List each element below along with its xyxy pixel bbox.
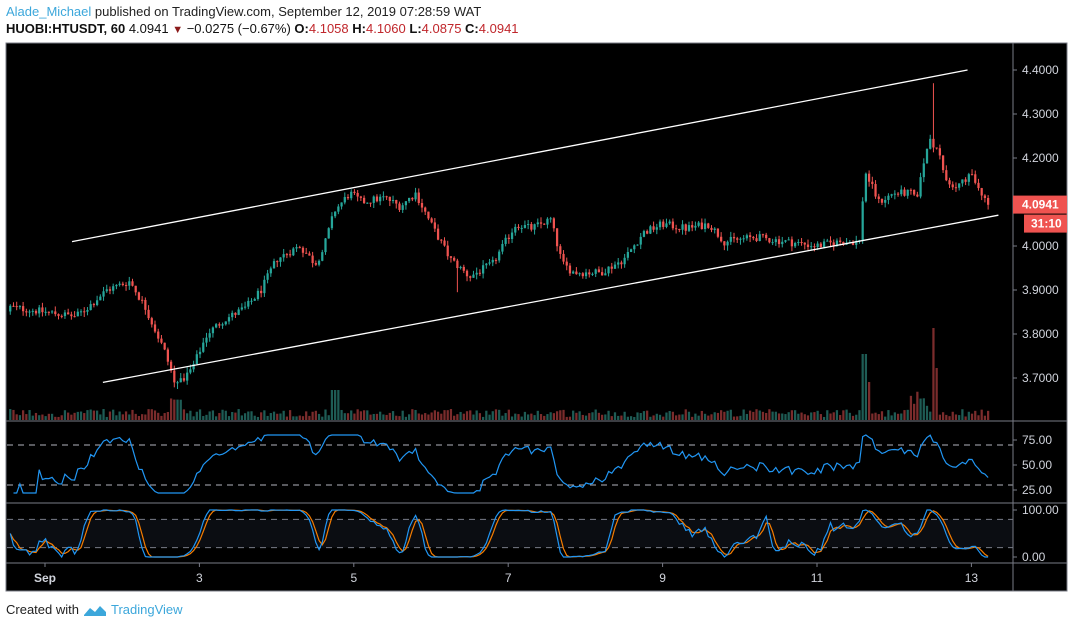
rsi-tick-label: 25.00: [1022, 483, 1052, 497]
high-value: 4.1060: [365, 21, 406, 36]
stochastic-pane: [7, 509, 1013, 559]
indicator-axes: 75.00 50.00 25.00 100.00 0.00: [1013, 433, 1059, 564]
time-axis[interactable]: Sep 3 5 7 9 11 13: [34, 563, 978, 585]
volume-bars: [9, 328, 990, 420]
open-value: 4.1058: [308, 21, 349, 36]
close-label: C:: [465, 21, 479, 36]
time-tick-label: Sep: [34, 571, 56, 585]
symbol-legend: HUOBI:HTUSDT, 60 4.0941 ▼ −0.0275 (−0.67…: [6, 21, 519, 36]
low-value: 4.0875: [421, 21, 462, 36]
time-tick-label: 11: [811, 571, 824, 585]
published-text: published on TradingView.com, September …: [91, 4, 482, 19]
time-tick-label: 7: [505, 571, 512, 585]
price-tick-label: 3.9000: [1022, 283, 1059, 297]
price-tick-label: 4.4000: [1022, 63, 1059, 77]
price-tick-label: 4.3000: [1022, 107, 1059, 121]
symbol-label: HUOBI:HTUSDT, 60: [6, 21, 126, 36]
price-tick-label: 3.7000: [1022, 371, 1059, 385]
price-tick-label: 3.8000: [1022, 327, 1059, 341]
price-axis[interactable]: 4.4000 4.3000 4.2000 4.0000 3.9000 3.8000 3.70…: [1013, 63, 1067, 385]
last-price: 4.0941: [128, 21, 169, 36]
last-price-badge-label: 4.0941: [1022, 198, 1059, 212]
lower-channel-line[interactable]: [102, 214, 999, 384]
price-tick-label: 4.0000: [1022, 239, 1059, 253]
stoch-tick-label: 0.00: [1022, 550, 1046, 564]
rsi-pane: [7, 434, 1013, 494]
time-tick-label: 3: [196, 571, 203, 585]
rsi-tick-label: 50.00: [1022, 458, 1052, 472]
rsi-tick-label: 75.00: [1022, 433, 1052, 447]
tradingview-cloud-icon: [83, 605, 106, 616]
price-tick-label: 4.2000: [1022, 151, 1059, 165]
price-change: −0.0275 (−0.67%): [186, 21, 291, 36]
price-candles: [9, 83, 990, 389]
time-tick-label: 13: [965, 571, 979, 585]
footer: Created with TradingView: [6, 602, 183, 617]
high-label: H:: [352, 21, 366, 36]
publish-info: Alade_Michael published on TradingView.c…: [6, 4, 481, 19]
pane-separators: [6, 43, 1067, 591]
tradingview-brand-link[interactable]: TradingView: [110, 602, 183, 617]
created-with-text: Created with: [6, 602, 79, 617]
upper-channel-line[interactable]: [71, 69, 968, 243]
countdown-label: 31:10: [1031, 217, 1062, 231]
last-price-badge: [1013, 195, 1067, 214]
open-label: O:: [294, 21, 309, 36]
close-value: 4.0941: [478, 21, 519, 36]
low-label: L:: [409, 21, 422, 36]
time-tick-label: 5: [350, 571, 357, 585]
triangle-down-icon: ▼: [172, 24, 184, 36]
time-tick-label: 9: [659, 571, 666, 585]
trend-channel[interactable]: [71, 69, 999, 384]
stoch-tick-label: 100.00: [1022, 503, 1059, 517]
chart-frame: [5, 42, 1068, 592]
author-link[interactable]: Alade_Michael: [6, 4, 92, 19]
countdown-badge: [1024, 214, 1067, 233]
